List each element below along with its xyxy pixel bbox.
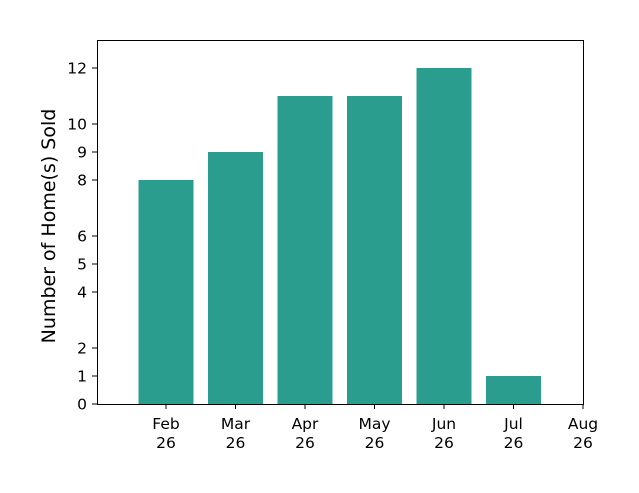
x-axis: Feb 26 Mar 26 Apr 26 May 26 Jun 26 Jul 26 Aug 26 bbox=[152, 404, 598, 452]
x-tick-label: Aug 26 bbox=[568, 415, 598, 452]
y-tick-label: 12 bbox=[67, 60, 87, 78]
y-tick-label: 9 bbox=[77, 144, 87, 162]
y-tick-label: 1 bbox=[77, 368, 87, 386]
bar-may-26 bbox=[347, 96, 402, 404]
y-tick-label: 10 bbox=[67, 116, 87, 134]
y-tick-label: 8 bbox=[77, 172, 87, 190]
plot-frame bbox=[97, 40, 584, 405]
y-tick-label: 4 bbox=[77, 284, 87, 302]
x-tick-label: Jul 26 bbox=[503, 415, 523, 452]
y-tick-label: 5 bbox=[77, 256, 87, 274]
y-axis-label: Number of Home(s) Sold bbox=[38, 109, 60, 344]
x-tick-label: Mar 26 bbox=[221, 415, 251, 452]
bars-group bbox=[138, 68, 541, 404]
bar-mar-26 bbox=[208, 152, 263, 404]
y-tick-label: 6 bbox=[77, 228, 87, 246]
x-tick-label: May 26 bbox=[358, 415, 390, 452]
bar-feb-26 bbox=[138, 180, 194, 404]
x-tick-label: Apr 26 bbox=[292, 415, 319, 452]
x-tick-label: Jun 26 bbox=[431, 415, 456, 452]
x-tick-label: Feb 26 bbox=[152, 415, 179, 452]
y-tick-label: 2 bbox=[77, 340, 87, 358]
bar-jul-26 bbox=[486, 376, 541, 404]
bar-jun-26 bbox=[416, 68, 472, 404]
bar-apr-26 bbox=[277, 96, 333, 404]
y-tick-label: 0 bbox=[77, 396, 87, 414]
